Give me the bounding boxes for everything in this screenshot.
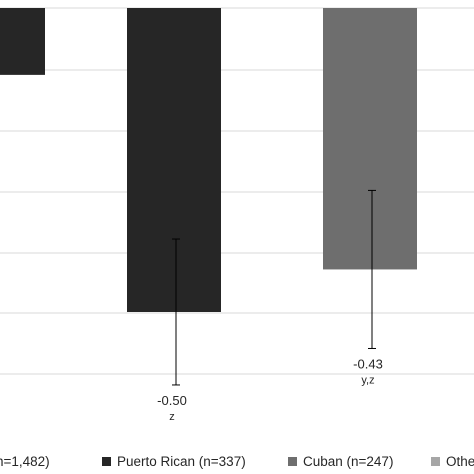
legend-item-puerto-rican: Puerto Rican (n=337) [102,454,246,469]
legend-item-1: n=1,482) [0,454,50,469]
data-label-value-2: -0.43 [353,356,383,371]
legend-label-cuban: Cuban (n=247) [303,454,394,469]
legend-label-1: n=1,482) [0,454,50,469]
bar-2 [323,8,417,270]
legend-label-other: Othe [446,454,474,469]
legend-swatch-puerto-rican [102,457,111,466]
legend-swatch-cuban [288,457,297,466]
legend-item-cuban: Cuban (n=247) [288,454,393,469]
data-label-annotation-2: y,z [361,374,374,386]
bar-1 [127,8,221,312]
legend-label-puerto-rican: Puerto Rican (n=337) [117,454,246,469]
legend-swatch-other [431,457,440,466]
bar-0 [0,8,45,75]
legend-item-other: Othe [431,454,474,469]
chart-legend: n=1,482) Puerto Rican (n=337) Cuban (n=2… [0,454,474,474]
data-label-value-1: -0.50 [157,393,187,408]
data-label-annotation-1: z [169,411,175,423]
